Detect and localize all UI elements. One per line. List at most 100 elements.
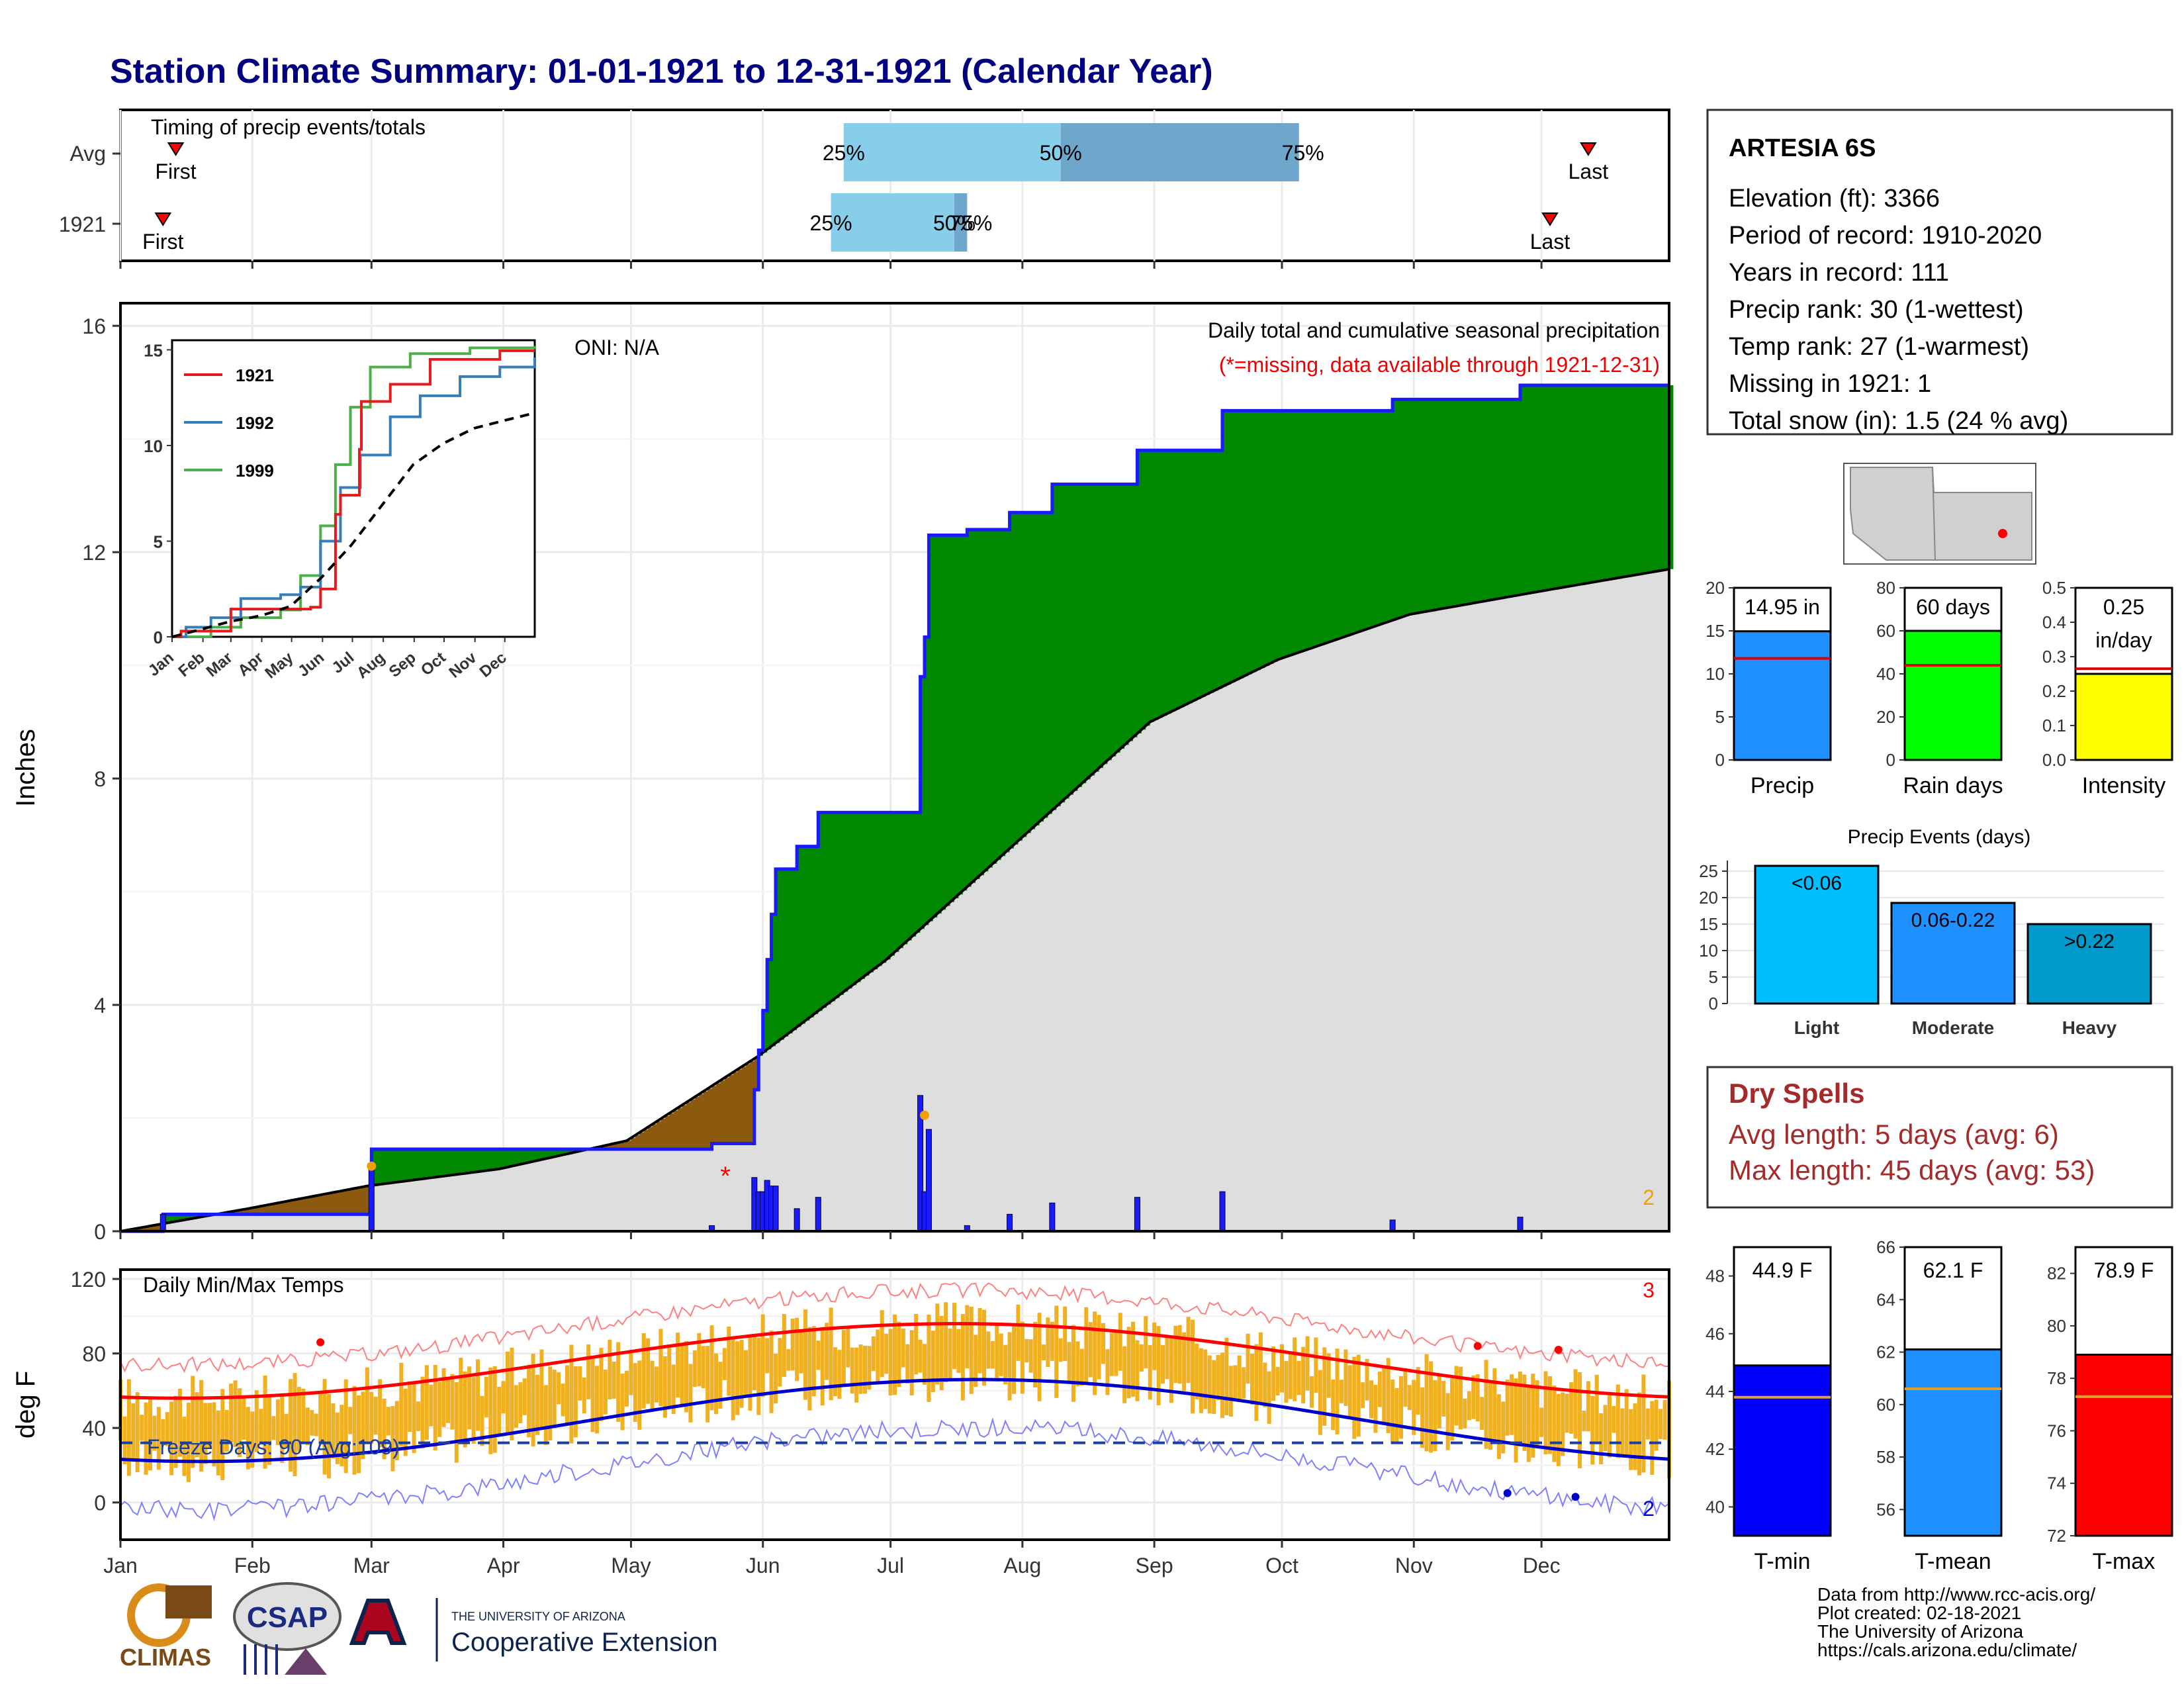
tbar-ytick-label: 66	[1876, 1237, 1895, 1257]
climas-logo-text: CLIMAS	[120, 1644, 211, 1671]
csap-logo[interactable]: CSAP	[233, 1582, 341, 1675]
events-ytick-label: 5	[1709, 967, 1718, 987]
precip-corner-count: 2	[1643, 1186, 1655, 1209]
timing-row-avg-label: Avg	[69, 142, 106, 165]
raindays-value-label: 60 days	[1916, 595, 1990, 619]
intensity-ytick-label: 0.5	[2042, 578, 2066, 598]
temperature-bar-charts: 40 42 44 46 48 44.9 F T-min 56 58 60 62 64 66 62.1 F T…	[1706, 1237, 2173, 1574]
inset-ytick-label: 10	[144, 436, 163, 456]
footer-line-4: https://cals.arizona.edu/climate/	[1817, 1640, 2077, 1660]
record-high-marker	[1554, 1345, 1563, 1354]
record-low-marker	[1571, 1493, 1580, 1501]
summary-bar-charts: 0 5 10 15 20 14.95 in Precip 0 20 40 60 80 60 days Ra…	[1706, 578, 2173, 798]
last-event-label: Last	[1569, 160, 1609, 183]
tbar-ytick-label: 74	[2047, 1474, 2066, 1493]
daily-precip-bar	[368, 1166, 375, 1232]
footer-credits: Data from http://www.rcc-acis.org/ Plot …	[1817, 1584, 2095, 1660]
daily-temp-range-bars	[118, 1302, 1671, 1482]
last-event-marker	[1580, 142, 1597, 156]
daily-precip-bar	[772, 1186, 779, 1232]
events-bar-moderate	[1890, 902, 2016, 1005]
timing-label-25: 25%	[810, 211, 852, 235]
tbar-ytick-label: 58	[1876, 1447, 1895, 1467]
temp-ytick-label: 120	[71, 1268, 106, 1291]
inset-ytick-label: 15	[144, 340, 163, 360]
events-bar-value: >0.22	[2064, 931, 2115, 953]
precip-ytick-label: 20	[1706, 578, 1725, 598]
events-bar-value: 0.06-0.22	[1911, 910, 1995, 931]
record-high-marker	[1473, 1342, 1482, 1350]
tbar-ytick-label: 82	[2047, 1264, 2066, 1284]
month-label: Dec	[1523, 1554, 1561, 1577]
inset-legend-label: 1992	[236, 413, 274, 433]
timing-bar-25-50	[843, 123, 1061, 181]
timing-label-25: 25%	[823, 141, 865, 165]
precip-ytick-label: 4	[94, 994, 106, 1017]
precip-ytick-label: 5	[1715, 707, 1725, 727]
average-max-line	[120, 1322, 1670, 1400]
raindays-ytick-label: 0	[1886, 750, 1895, 770]
events-bar-heavy	[2026, 923, 2152, 1005]
events-ytick-label: 25	[1699, 861, 1718, 881]
station-info-line: Temp rank: 27 (1-warmest)	[1729, 333, 2029, 361]
tbar-ytick-label: 56	[1876, 1499, 1895, 1519]
hot-count: 3	[1643, 1278, 1655, 1302]
daily-precip-bar	[794, 1208, 800, 1232]
tbar-ytick-label: 44	[1706, 1382, 1725, 1401]
oni-label: ONI: N/A	[574, 336, 660, 359]
timing-bar-50-75	[1060, 123, 1299, 181]
average-cumulative-area	[120, 569, 1669, 1231]
daily-precip-bar	[1049, 1202, 1056, 1232]
events-ytick-label: 10	[1699, 941, 1718, 961]
ua-small-text: THE UNIVERSITY OF ARIZONA	[451, 1610, 625, 1623]
ua-big-text: Cooperative Extension	[451, 1628, 717, 1657]
month-label: Feb	[234, 1554, 271, 1577]
month-label: May	[611, 1554, 651, 1577]
tbar-label: T-mean	[1915, 1549, 1991, 1574]
events-ytick-label: 20	[1699, 888, 1718, 908]
events-bar-value: <0.06	[1792, 872, 1842, 894]
station-location-dot	[1998, 529, 2007, 538]
tbar-ytick-label: 42	[1706, 1439, 1725, 1459]
daily-precip-bar	[925, 1129, 932, 1232]
tbar-ytick-label: 76	[2047, 1421, 2066, 1440]
raindays-ytick-label: 80	[1876, 578, 1895, 598]
precip-panel: 0 4 8 12 16 Inches Daily total and cumulativ…	[11, 302, 1674, 1244]
month-label: Mar	[353, 1554, 390, 1577]
precip-ytick-label: 0	[1715, 750, 1725, 770]
precip-ytick-label: 15	[1706, 621, 1725, 641]
university-of-arizona-logo[interactable]: THE UNIVERSITY OF ARIZONA Cooperative Ex…	[349, 1598, 717, 1662]
station-info-box: ARTESIA 6S Elevation (ft): 3366 Period of…	[1706, 109, 2173, 436]
record-low-line	[120, 1417, 1670, 1522]
events-bar-light	[1754, 865, 1880, 1005]
timing-label-50: 50%	[933, 211, 976, 235]
average-cumulative-line	[120, 567, 1670, 1233]
month-label: Jul	[877, 1554, 904, 1577]
intensity-bar	[2074, 673, 2173, 761]
tbar-value-label: 78.9 F	[2094, 1258, 2154, 1282]
precip-ytick-label: 16	[82, 314, 106, 338]
freeze-days-label: Freeze Days: 90 (Avg:109)	[147, 1435, 400, 1459]
inset-ytick-label: 0	[154, 628, 163, 647]
inset-series-1921	[172, 349, 535, 638]
month-label: Nov	[1395, 1554, 1433, 1577]
station-info-line: Precip rank: 30 (1-wettest)	[1729, 296, 2024, 324]
daily-precip-bar	[815, 1197, 821, 1232]
raindays-ytick-label: 20	[1876, 707, 1895, 727]
daily-precip-bar	[1007, 1213, 1013, 1232]
climas-logo[interactable]: CLIMAS	[120, 1583, 212, 1671]
first-event-marker	[154, 212, 172, 226]
dry-spells-box: Dry Spells Avg length: 5 days (avg: 6) M…	[1706, 1066, 2173, 1209]
precip-events-chart: Precip Events (days) 0 5 10 15 20 25 <0.06 Ligh…	[1699, 826, 2164, 1038]
precip-ytick-label: 10	[1706, 664, 1725, 684]
average-min-line	[120, 1378, 1670, 1464]
precip-header: Daily total and cumulative seasonal prec…	[1208, 318, 1660, 342]
daily-precip-bar	[1219, 1191, 1226, 1232]
inset-series-1992	[172, 357, 536, 638]
tbar-t-max	[2074, 1354, 2173, 1537]
page-title: Station Climate Summary: 01-01-1921 to 1…	[110, 52, 1213, 91]
intensity-ytick-label: 0.4	[2042, 612, 2066, 632]
intensity-ytick-label: 0.2	[2042, 681, 2066, 701]
